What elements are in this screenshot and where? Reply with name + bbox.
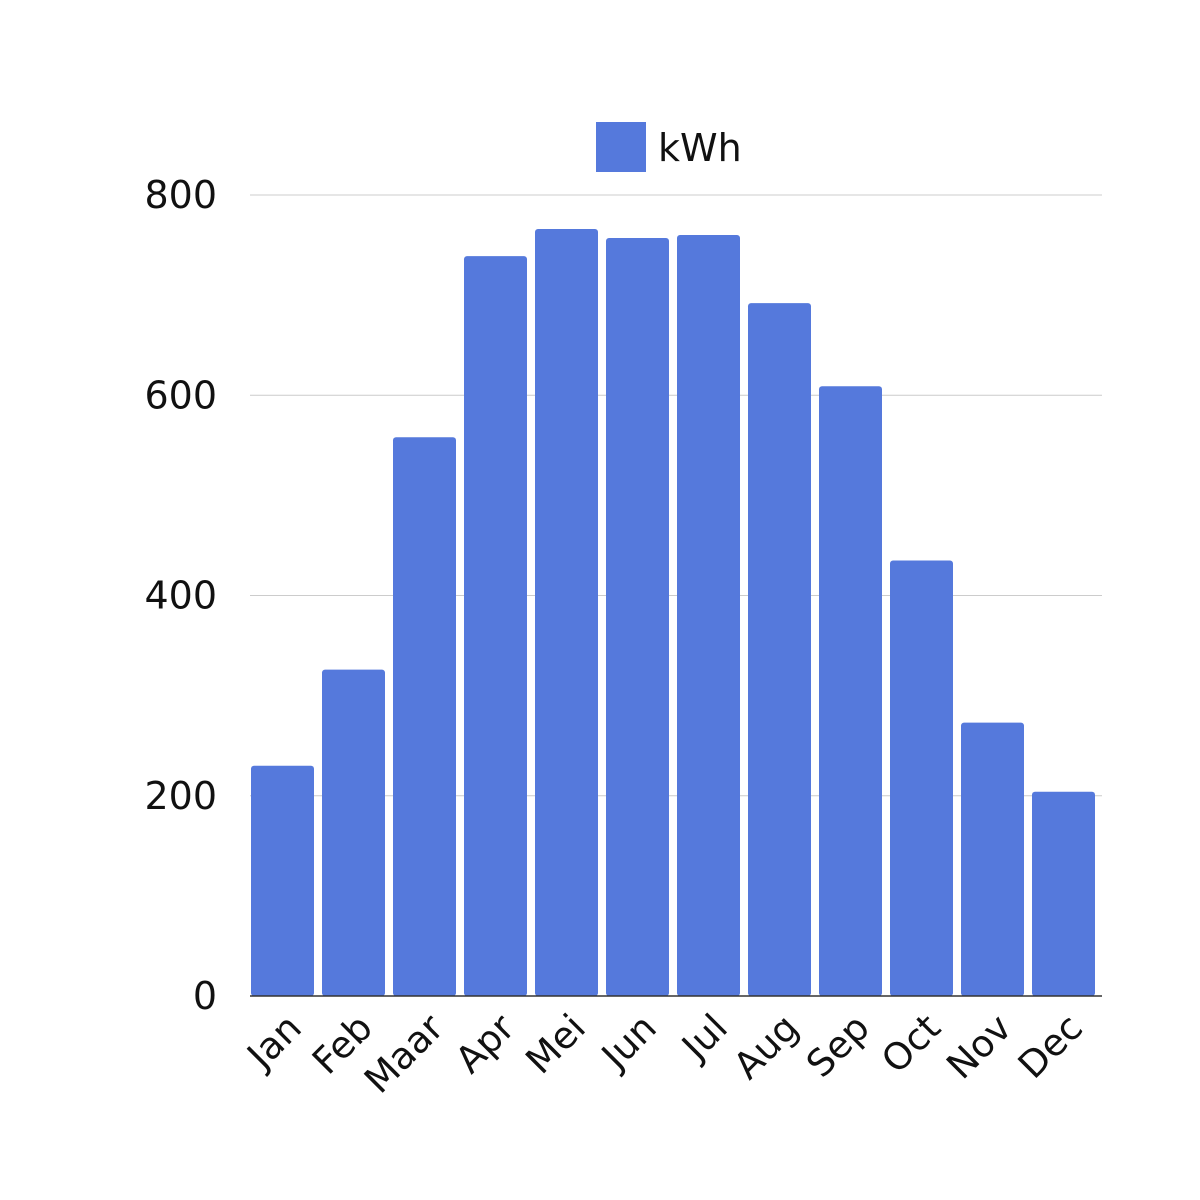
x-tick-label-jan: Jan	[238, 1006, 310, 1078]
y-tick-label-200: 200	[144, 774, 217, 818]
x-tick-label-aug: Aug	[725, 1006, 806, 1087]
y-tick-label-400: 400	[144, 574, 217, 618]
x-tick-label-jul: Jul	[672, 1006, 735, 1069]
bar-jan	[251, 765, 314, 996]
x-tick-label-mei: Mei	[518, 1006, 594, 1082]
bar-apr	[464, 256, 527, 996]
bar-maar	[393, 437, 456, 996]
bar-oct	[890, 560, 953, 996]
x-tick-label-maar: Maar	[356, 1005, 452, 1101]
legend-label-kwh: kWh	[658, 126, 742, 170]
y-tick-label-800: 800	[144, 173, 217, 217]
y-axis-tick-labels: 0 200 400 600 800	[144, 173, 217, 1018]
bar-sep	[819, 386, 882, 996]
bar-jun	[606, 238, 669, 996]
bars	[251, 229, 1095, 997]
x-tick-label-dec: Dec	[1010, 1006, 1091, 1087]
x-tick-label-apr: Apr	[447, 1005, 523, 1081]
bar-jul	[677, 235, 740, 997]
y-tick-label-0: 0	[193, 974, 217, 1018]
bar-aug	[748, 303, 811, 996]
bar-mei	[535, 229, 598, 997]
legend: kWh	[596, 122, 742, 172]
x-tick-label-oct: Oct	[873, 1006, 949, 1082]
gridlines	[250, 194, 1102, 797]
y-tick-label-600: 600	[144, 373, 217, 417]
bar-nov	[961, 722, 1024, 996]
x-tick-label-nov: Nov	[938, 1006, 1019, 1087]
x-tick-label-jun: Jun	[592, 1006, 665, 1079]
x-tick-label-sep: Sep	[798, 1006, 878, 1086]
legend-swatch-kwh	[596, 122, 646, 172]
bar-feb	[322, 669, 385, 996]
bar-dec	[1032, 791, 1095, 996]
